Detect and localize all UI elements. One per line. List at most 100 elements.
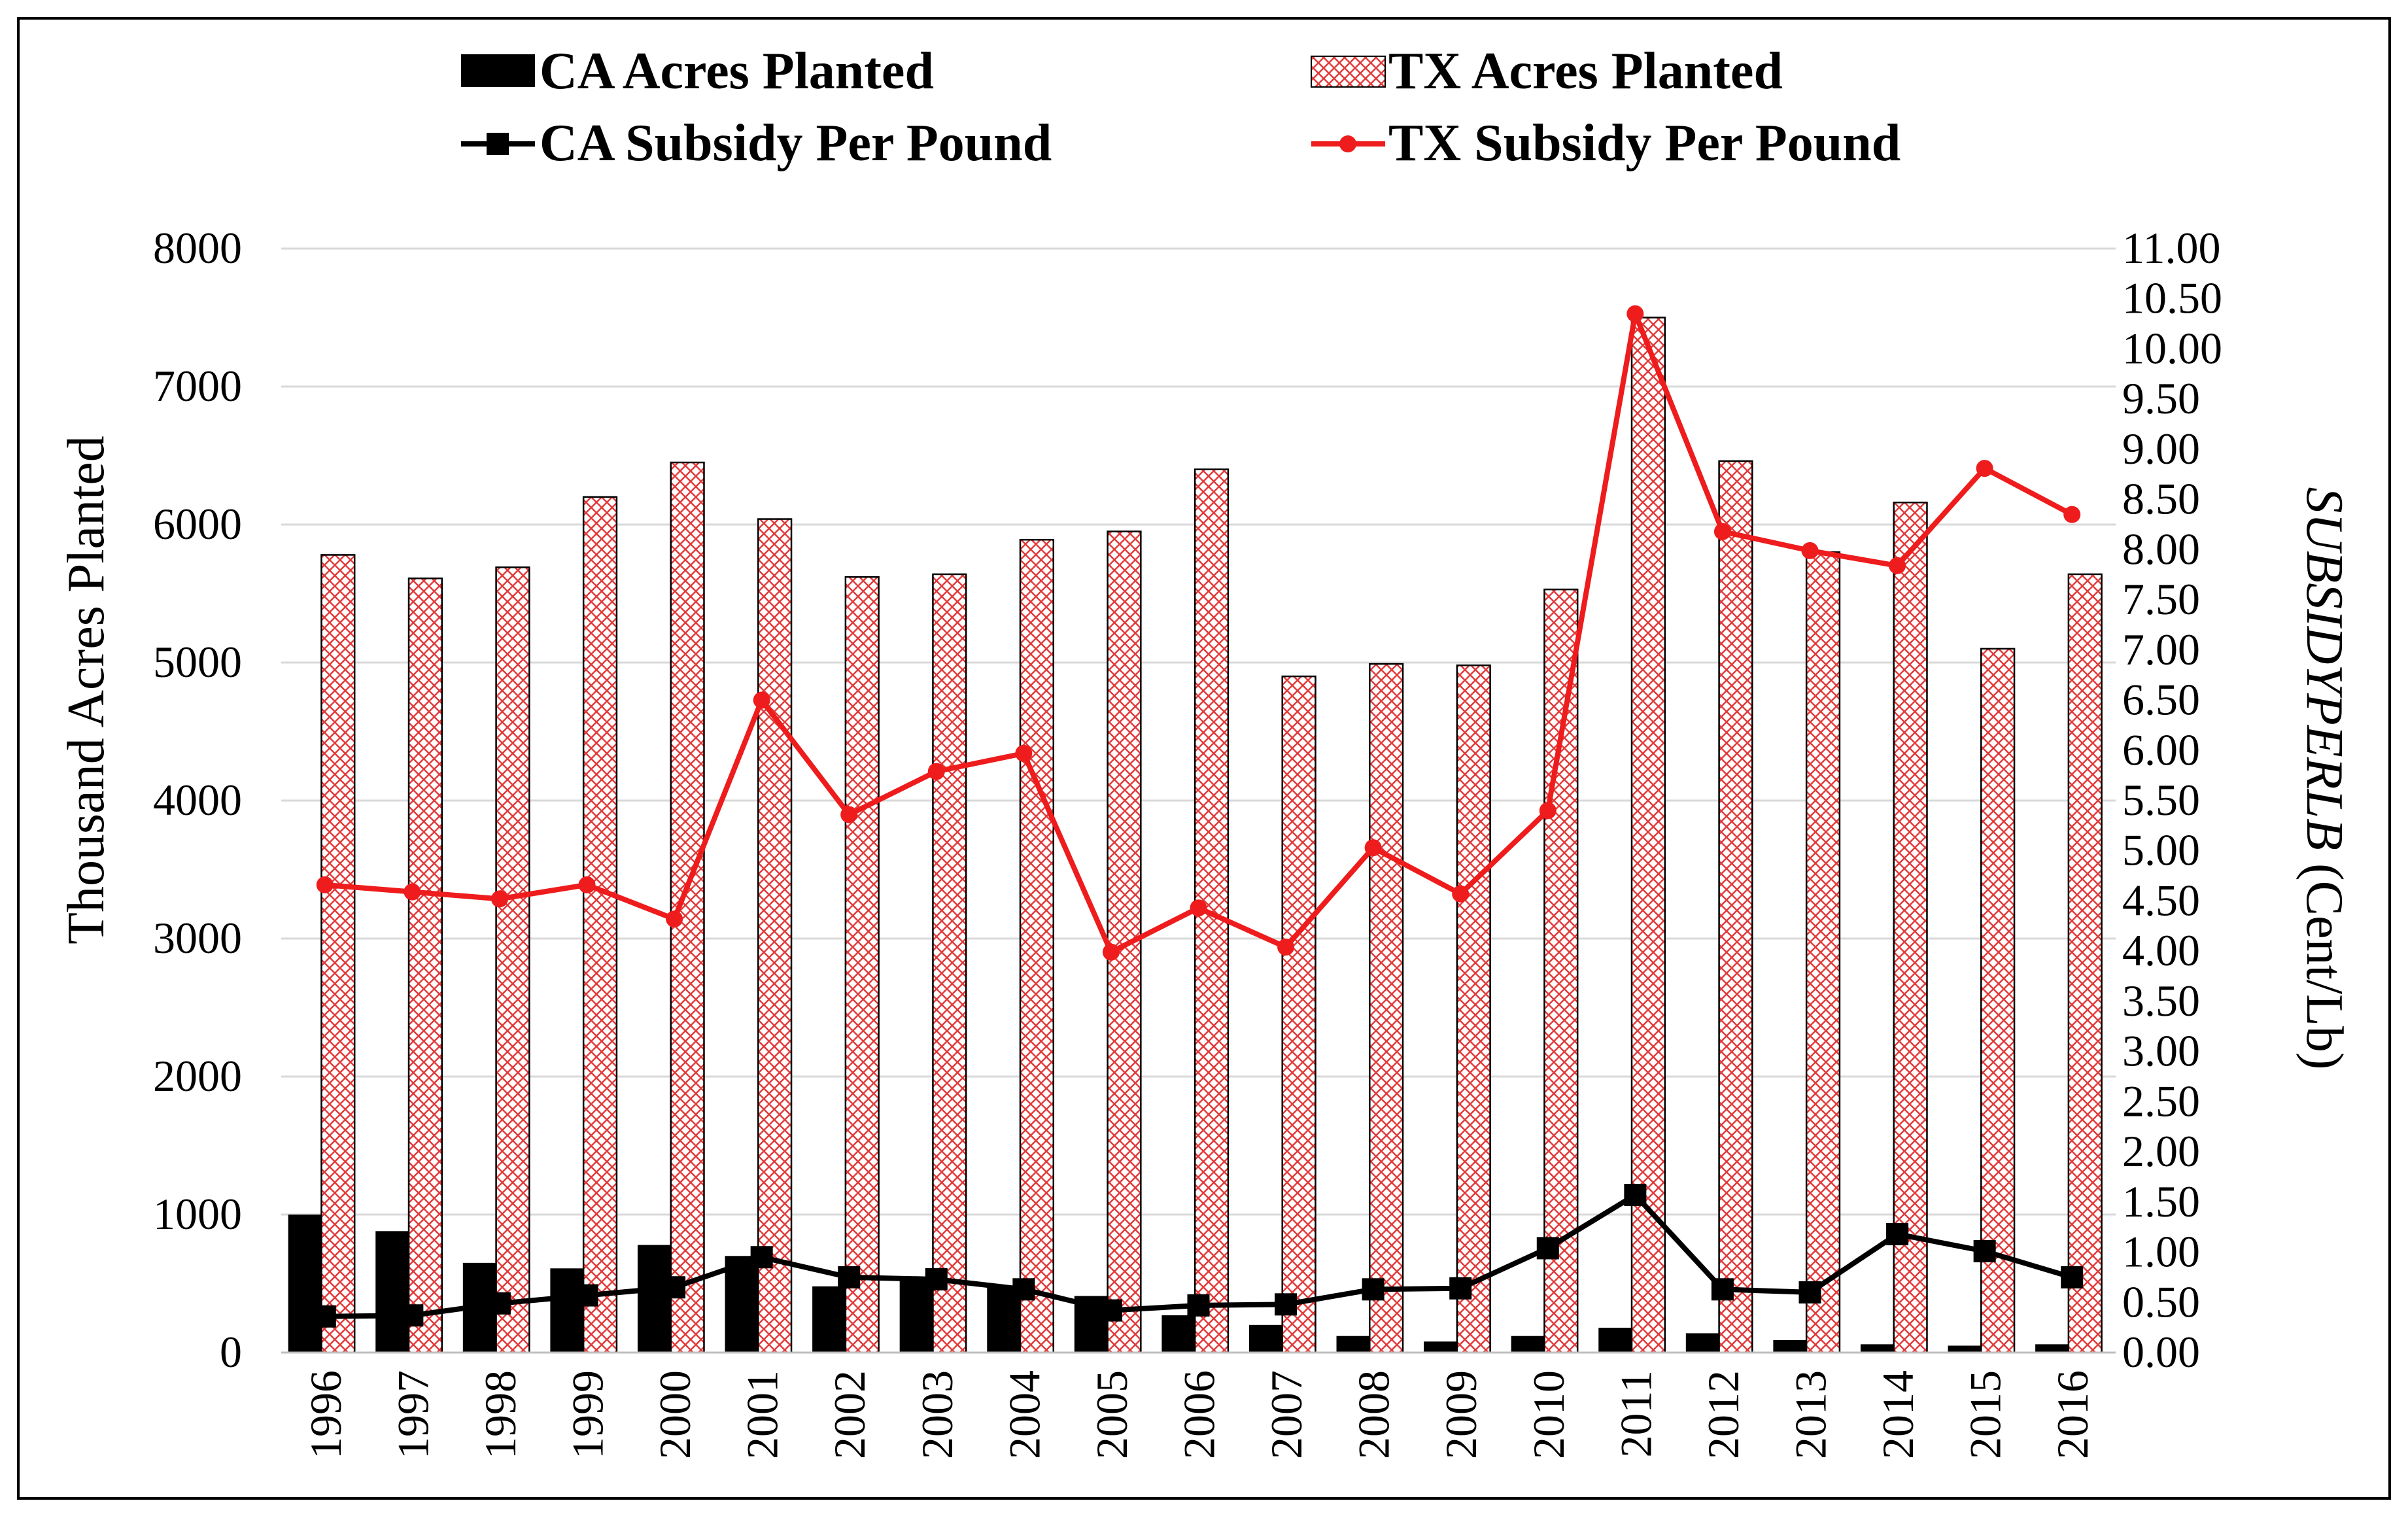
right-tick-label: 3.00 [2122, 1026, 2200, 1076]
x-tick-label: 2011 [1611, 1370, 1660, 1457]
x-tick-label: 2015 [1961, 1370, 2010, 1459]
chart-border [17, 17, 2391, 1500]
right-tick-label: 10.50 [2122, 273, 2222, 323]
legend-swatch-ca-acres [461, 54, 535, 87]
right-axis-title-unit: (Cent/Lb) [2296, 850, 2353, 1069]
x-tick-label: 2000 [650, 1370, 700, 1459]
right-tick-label: 4.50 [2122, 875, 2200, 925]
tx-subsidy-marker [1364, 839, 1382, 857]
right-tick-label: 6.00 [2122, 725, 2200, 774]
right-axis-title-italic: SUBSIDYPERLB [2296, 487, 2353, 851]
tx-subsidy-marker [1190, 899, 1207, 917]
tx-subsidy-marker [1889, 557, 1906, 574]
legend-swatch-ca-subsidy-marker [487, 133, 509, 155]
x-tick-label: 2006 [1175, 1370, 1224, 1459]
ca-acres-bar [1773, 1340, 1807, 1353]
right-tick-label: 2.50 [2122, 1076, 2200, 1126]
right-tick-label: 9.50 [2122, 373, 2200, 423]
x-tick-label: 2003 [912, 1370, 962, 1459]
tx-acres-bar [407, 578, 443, 1354]
tx-subsidy-marker [1976, 460, 1993, 477]
ca-acres-bar [1336, 1336, 1370, 1353]
ca-subsidy-marker [1711, 1278, 1734, 1301]
right-tick-label: 0.00 [2122, 1327, 2200, 1377]
tx-acres-bar [1980, 648, 2016, 1354]
tx-acres-bar [1369, 663, 1404, 1354]
ca-subsidy-marker [1449, 1277, 1472, 1300]
right-tick-label: 1.00 [2122, 1227, 2200, 1277]
tx-acres-bar [670, 461, 705, 1354]
tx-subsidy-marker [316, 876, 334, 893]
tx-subsidy-marker [1015, 744, 1033, 762]
right-tick-label: 2.00 [2122, 1126, 2200, 1176]
ca-acres-bar [1948, 1345, 1982, 1353]
tx-acres-bar [932, 573, 967, 1354]
right-tick-label: 5.50 [2122, 775, 2200, 825]
ca-subsidy-marker [313, 1305, 336, 1328]
tx-subsidy-marker [490, 890, 508, 908]
axes: 0 1000 2000 3000 4000 5000 6000 7000 8000 0.000.5… [58, 223, 2353, 1459]
left-tick-label: 2000 [153, 1051, 242, 1101]
tx-acres-bar [757, 518, 793, 1354]
ca-acres-bar [725, 1256, 759, 1353]
ca-subsidy-marker [1099, 1299, 1122, 1322]
ca-subsidy-marker [838, 1266, 861, 1288]
ca-subsidy-marker [1798, 1281, 1821, 1304]
tx-subsidy-marker [1539, 802, 1557, 820]
ca-acres-bar [1248, 1324, 1282, 1353]
lines [313, 305, 2084, 1328]
ca-subsidy-marker [663, 1276, 686, 1299]
tx-acres-bar [320, 554, 356, 1354]
tx-subsidy-marker [840, 806, 858, 823]
tx-subsidy-marker [2063, 506, 2081, 523]
x-tick-label: 2008 [1349, 1370, 1399, 1459]
tx-subsidy-marker [927, 763, 945, 780]
tx-acres-bar [1456, 664, 1491, 1354]
x-tick-label: 2007 [1262, 1370, 1311, 1459]
tx-subsidy-marker [578, 876, 596, 893]
left-tick-label: 7000 [153, 361, 242, 411]
ca-acres-bar [1511, 1336, 1545, 1353]
ca-acres-bar [375, 1231, 409, 1353]
left-tick-label: 6000 [153, 499, 242, 549]
x-tick-label: 1997 [388, 1370, 438, 1459]
legend-label-ca-subsidy: CA Subsidy Per Pound [540, 114, 1052, 172]
tx-acres-bar [1630, 317, 1666, 1354]
left-tick-label: 3000 [153, 913, 242, 963]
x-tick-label: 2002 [825, 1370, 874, 1459]
right-tick-label: 5.00 [2122, 825, 2200, 875]
right-tick-label: 7.50 [2122, 574, 2200, 624]
left-tick-label: 4000 [153, 775, 242, 825]
legend-label-tx-subsidy: TX Subsidy Per Pound [1388, 114, 1901, 172]
right-tick-label: 7.00 [2122, 625, 2200, 674]
ca-subsidy-marker [1275, 1293, 1298, 1316]
ca-acres-bar [550, 1268, 584, 1353]
right-tick-label: 1.50 [2122, 1177, 2200, 1226]
tx-acres-bar [844, 576, 880, 1354]
ca-acres-bar [1860, 1344, 1894, 1353]
tx-acres-bar [1019, 538, 1055, 1354]
left-tick-label: 5000 [153, 637, 242, 687]
ca-subsidy-marker [576, 1284, 598, 1307]
ca-subsidy-marker [2061, 1266, 2084, 1288]
tx-subsidy-marker [1452, 885, 1470, 903]
x-tick-label: 1998 [475, 1370, 525, 1459]
left-axis-title: Thousand Acres Planted [58, 436, 115, 944]
ca-subsidy-marker [1973, 1240, 1996, 1263]
ca-subsidy-marker [1187, 1294, 1210, 1317]
x-tick-label: 1999 [563, 1370, 613, 1459]
ca-subsidy-marker [750, 1246, 773, 1269]
tx-subsidy-marker [1801, 542, 1819, 559]
legend-label-tx-acres: TX Acres Planted [1388, 43, 1783, 100]
legend-label-ca-acres: CA Acres Planted [540, 43, 934, 100]
tx-acres-bar [1543, 588, 1579, 1354]
ca-acres-bar [288, 1215, 322, 1353]
tx-subsidy-marker [404, 883, 421, 901]
x-tick-label: 2013 [1786, 1370, 1836, 1459]
tx-acres-bar [1805, 551, 1841, 1354]
ca-subsidy-marker [925, 1268, 948, 1290]
tx-subsidy-marker [1277, 939, 1295, 956]
ca-acres-bar [812, 1286, 846, 1353]
